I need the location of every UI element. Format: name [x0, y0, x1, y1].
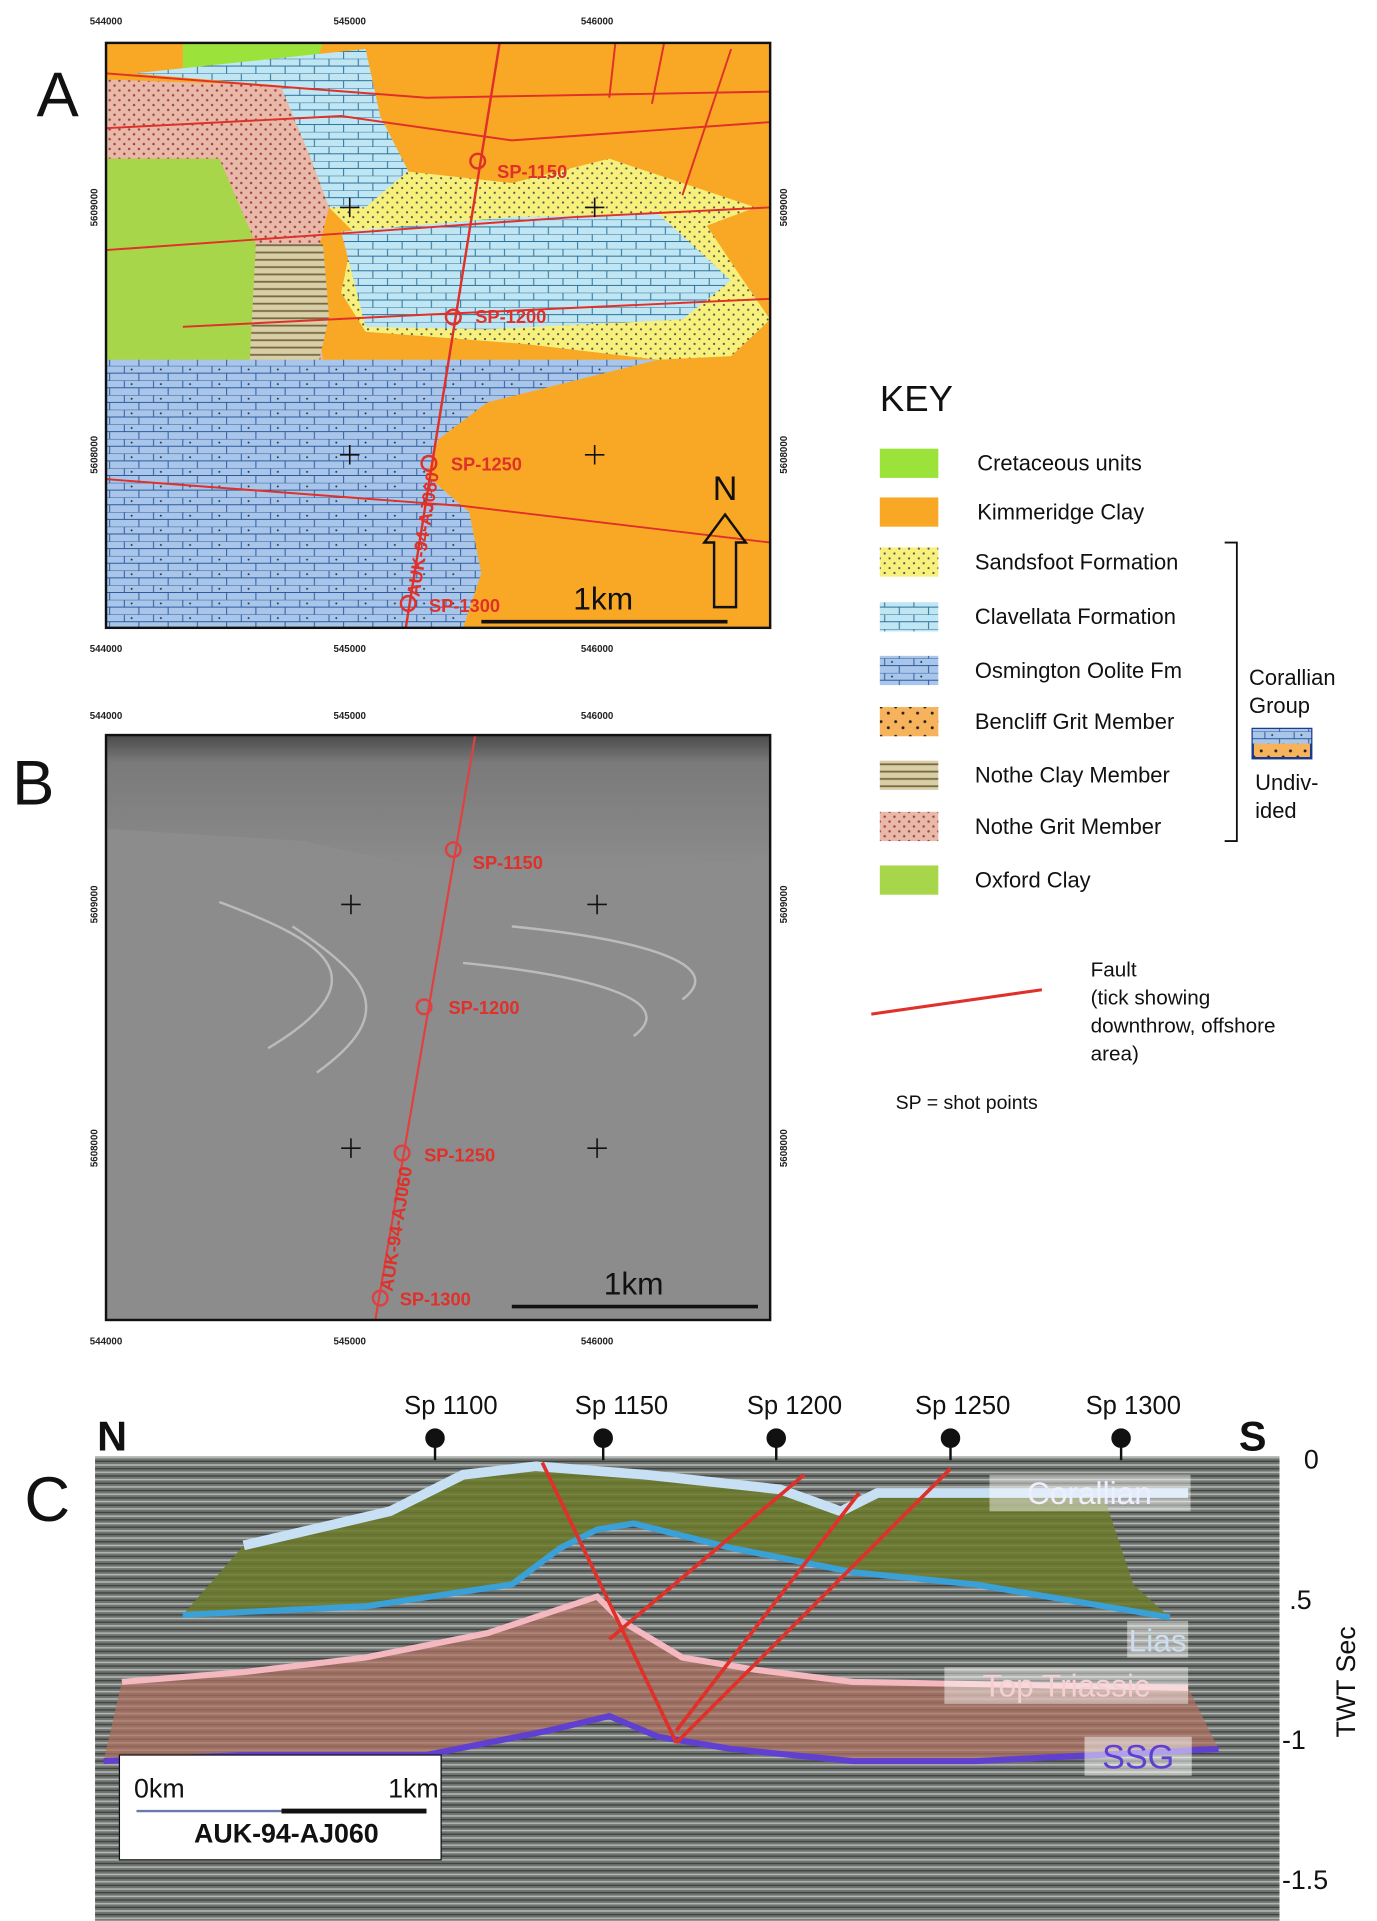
scale-label: 0km [134, 1774, 185, 1804]
key-label: Clavellata Formation [975, 604, 1176, 629]
scale-label: 1km [604, 1265, 664, 1301]
undivided-swatch [1253, 729, 1311, 744]
undivided-label: ided [1255, 798, 1296, 823]
scale-label: 1km [388, 1774, 439, 1804]
key-label: Nothe Grit Member [975, 814, 1161, 839]
undivided-label: Undiv- [1255, 770, 1318, 795]
key-swatch [880, 547, 938, 576]
x-tick-label: 545000 [333, 644, 366, 655]
x-tick-label: 545000 [333, 1336, 366, 1347]
twt-tick-label: .5 [1289, 1585, 1311, 1615]
x-tick-label: 546000 [581, 17, 614, 28]
key-label: Oxford Clay [975, 867, 1091, 892]
key: KEY Cretaceous units Kimmeridge Clay San… [871, 378, 1335, 1114]
sp-note: SP = shot points [896, 1092, 1038, 1114]
panel-b: B SP-1150 SP-1200 SP-1250 SP-1300 AUK-94… [12, 711, 790, 1347]
x-tick-label: 544000 [90, 644, 123, 655]
key-title: KEY [880, 378, 953, 419]
twt-tick-label: -1.5 [1282, 1865, 1328, 1895]
sp-label: Sp 1100 [404, 1392, 497, 1420]
sp-label: Sp 1200 [747, 1392, 842, 1420]
y-tick-label: 5609000 [89, 188, 100, 226]
key-swatch [880, 602, 938, 631]
figure: A SP-1150 SP-1200 SP-1250 SP-1300 AUK-94… [0, 0, 1377, 1921]
key-swatch [880, 707, 938, 736]
panel-c: C Sp 1100 Sp 1150 Sp 1200 Sp 1250 Sp 130… [24, 1392, 1361, 1921]
key-swatch [880, 449, 938, 478]
x-tick-label: 545000 [333, 17, 366, 28]
y-tick-label: 5608000 [779, 435, 790, 473]
key-swatch [880, 497, 938, 526]
key-label: Bencliff Grit Member [975, 709, 1174, 734]
axis-label: TWT Sec [1331, 1626, 1361, 1737]
shot-label: SP-1150 [497, 161, 567, 182]
key-swatch [880, 761, 938, 790]
x-tick-label: 546000 [581, 644, 614, 655]
fault-note: (tick showing [1091, 986, 1211, 1009]
horizon-label: Corallian [1027, 1475, 1152, 1511]
key-label: Osmington Oolite Fm [975, 658, 1182, 683]
y-tick-label: 5609000 [779, 188, 790, 226]
shot-label: SP-1200 [448, 997, 519, 1018]
fault-label: Fault [1091, 958, 1137, 981]
key-label: Cretaceous units [977, 451, 1142, 476]
fault-symbol [871, 990, 1042, 1014]
sp-markers [427, 1430, 1130, 1460]
bracket [1225, 543, 1237, 842]
sp-label: Sp 1300 [1086, 1392, 1181, 1420]
group-label: Group [1249, 693, 1310, 718]
x-tick-label: 546000 [581, 1336, 614, 1347]
key-label: Sandsfoot Formation [975, 549, 1178, 574]
y-tick-label: 5608000 [89, 435, 100, 473]
key-label: Kimmeridge Clay [977, 499, 1144, 524]
shot-label: SP-1200 [475, 306, 546, 327]
fault-note: downthrow, offshore [1091, 1014, 1276, 1037]
group-label: Corallian [1249, 665, 1336, 690]
horizon-label: SSG [1102, 1738, 1174, 1776]
x-tick-label: 544000 [90, 17, 123, 28]
shot-label: SP-1250 [424, 1145, 495, 1166]
shot-label: SP-1300 [429, 595, 500, 616]
horizon-label: Lias [1129, 1622, 1187, 1658]
key-label: Nothe Clay Member [975, 763, 1170, 788]
key-swatch [880, 812, 938, 841]
nothe-clay [250, 244, 329, 360]
panel-label: A [37, 60, 80, 130]
x-tick-label: 546000 [581, 711, 614, 722]
panel-a: A SP-1150 SP-1200 SP-1250 SP-1300 AUK-94… [37, 17, 791, 656]
twt-tick-label: 0 [1304, 1445, 1319, 1475]
panel-label: B [12, 749, 54, 819]
horizon-label: Top Triassic [983, 1668, 1150, 1704]
north-label: N [713, 470, 738, 508]
sp-label: Sp 1250 [915, 1392, 1010, 1420]
north-label: N [97, 1412, 127, 1459]
x-tick-label: 544000 [90, 1336, 123, 1347]
shot-label: SP-1150 [473, 852, 543, 873]
y-tick-label: 5608000 [89, 1129, 100, 1167]
scale-label: 1km [573, 581, 633, 617]
x-tick-label: 544000 [90, 711, 123, 722]
panel-label: C [24, 1465, 70, 1535]
fault-note: area) [1091, 1042, 1139, 1065]
shot-label: SP-1250 [451, 454, 522, 475]
key-swatch [880, 865, 938, 894]
key-swatch [880, 656, 938, 685]
south-label: S [1239, 1412, 1267, 1459]
y-tick-label: 5609000 [779, 885, 790, 923]
shot-label: SP-1300 [400, 1288, 471, 1309]
line-name: AUK-94-AJ060 [194, 1819, 379, 1849]
y-tick-label: 5608000 [779, 1129, 790, 1167]
x-tick-label: 545000 [333, 711, 366, 722]
y-tick-label: 5609000 [89, 885, 100, 923]
twt-tick-label: -1 [1282, 1725, 1306, 1755]
sp-label: Sp 1150 [575, 1392, 668, 1420]
